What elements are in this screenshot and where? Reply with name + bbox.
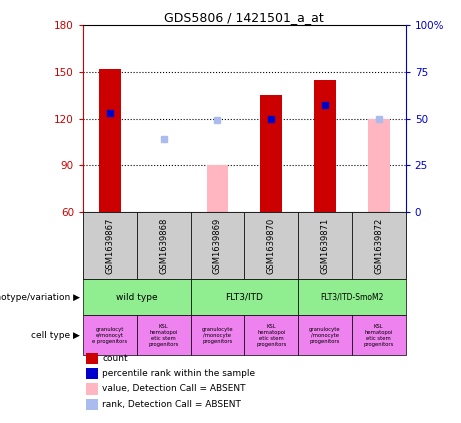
- Bar: [244, 212, 298, 279]
- Bar: [86, 398, 97, 410]
- Text: FLT3/ITD: FLT3/ITD: [225, 293, 263, 302]
- Text: KSL
hematopoi
etic stem
progenitors: KSL hematopoi etic stem progenitors: [148, 324, 179, 346]
- Bar: [137, 316, 190, 355]
- Bar: [314, 80, 336, 212]
- Text: percentile rank within the sample: percentile rank within the sample: [102, 369, 255, 378]
- Text: KSL
hematopoi
etic stem
progenitors: KSL hematopoi etic stem progenitors: [256, 324, 286, 346]
- Text: GSM1639868: GSM1639868: [159, 217, 168, 274]
- Bar: [352, 212, 406, 279]
- Bar: [190, 316, 244, 355]
- Bar: [190, 279, 298, 316]
- Bar: [86, 368, 97, 379]
- Bar: [83, 212, 137, 279]
- Bar: [83, 212, 406, 279]
- Text: FLT3/ITD-SmoM2: FLT3/ITD-SmoM2: [320, 293, 384, 302]
- Text: genotype/variation ▶: genotype/variation ▶: [0, 293, 80, 302]
- Bar: [260, 96, 282, 212]
- Text: GSM1639872: GSM1639872: [374, 217, 383, 274]
- Bar: [190, 212, 244, 279]
- Text: cell type ▶: cell type ▶: [31, 331, 80, 340]
- Bar: [352, 316, 406, 355]
- Text: GSM1639869: GSM1639869: [213, 217, 222, 274]
- Bar: [298, 316, 352, 355]
- Bar: [368, 119, 390, 212]
- Text: value, Detection Call = ABSENT: value, Detection Call = ABSENT: [102, 385, 246, 393]
- Bar: [86, 353, 97, 364]
- Text: granulocyte
/monocyte
progenitors: granulocyte /monocyte progenitors: [201, 327, 233, 344]
- Bar: [207, 165, 228, 212]
- Text: granulocyt
e/monocyt
e progenitors: granulocyt e/monocyt e progenitors: [92, 327, 128, 344]
- Text: GSM1639870: GSM1639870: [267, 217, 276, 274]
- Text: GSM1639871: GSM1639871: [320, 217, 330, 274]
- Text: GSM1639867: GSM1639867: [106, 217, 114, 274]
- Text: rank, Detection Call = ABSENT: rank, Detection Call = ABSENT: [102, 400, 241, 409]
- Bar: [137, 212, 190, 279]
- Text: KSL
hematopoi
etic stem
progenitors: KSL hematopoi etic stem progenitors: [364, 324, 394, 346]
- Bar: [83, 316, 137, 355]
- Title: GDS5806 / 1421501_a_at: GDS5806 / 1421501_a_at: [165, 11, 324, 24]
- Bar: [298, 279, 406, 316]
- Bar: [83, 279, 190, 316]
- Bar: [298, 212, 352, 279]
- Text: granulocyte
/monocyte
progenitors: granulocyte /monocyte progenitors: [309, 327, 341, 344]
- Text: count: count: [102, 354, 128, 363]
- Text: wild type: wild type: [116, 293, 158, 302]
- Bar: [99, 69, 121, 212]
- Bar: [244, 316, 298, 355]
- Bar: [86, 383, 97, 395]
